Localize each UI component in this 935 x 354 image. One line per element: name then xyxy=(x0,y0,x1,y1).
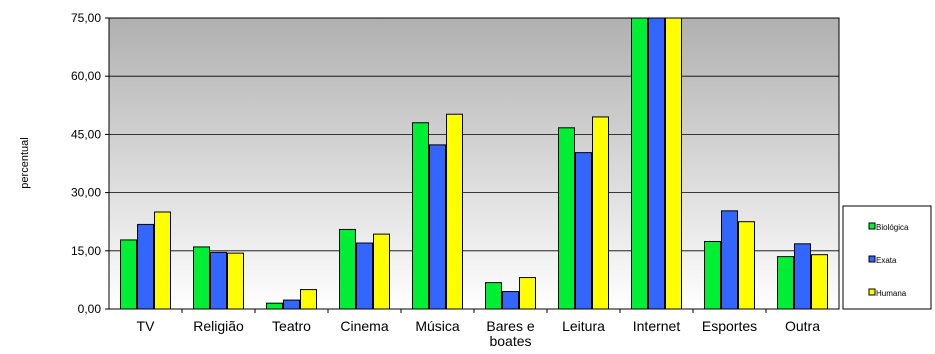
bar xyxy=(519,277,536,309)
bar xyxy=(811,254,828,309)
y-tick-label: 75,00 xyxy=(71,11,101,25)
bar xyxy=(412,122,429,309)
y-tick-label: 60,00 xyxy=(71,69,101,83)
x-tick-label: Teatro xyxy=(272,318,311,334)
x-tick-label: Esportes xyxy=(702,318,757,334)
bar xyxy=(704,240,721,309)
bar xyxy=(631,18,648,309)
bar xyxy=(648,18,665,309)
bar xyxy=(356,242,373,309)
x-tick-label: Leitura xyxy=(562,318,605,334)
bar xyxy=(193,246,210,309)
x-tick-label: Bares e boates xyxy=(486,318,534,349)
bar xyxy=(575,152,592,309)
x-tick-label: TV xyxy=(137,318,156,334)
bar xyxy=(210,251,227,309)
y-tick-label: 30,00 xyxy=(71,186,101,200)
legend-box xyxy=(842,205,932,310)
legend-label: Humana xyxy=(876,289,907,298)
x-tick-label: Internet xyxy=(633,318,681,334)
bar xyxy=(283,299,300,309)
bar xyxy=(266,302,283,309)
bar xyxy=(429,144,446,309)
legend-label: Exata xyxy=(876,256,897,265)
bar xyxy=(154,211,171,309)
y-tick-label: 15,00 xyxy=(71,244,101,258)
bar xyxy=(738,221,755,309)
bar xyxy=(227,252,244,309)
y-tick-label: 0,00 xyxy=(78,302,102,316)
bar xyxy=(120,239,137,309)
bar xyxy=(794,243,811,309)
bar xyxy=(137,223,154,309)
x-tick-label: Cinema xyxy=(340,318,388,334)
bar-series xyxy=(120,18,828,309)
bar xyxy=(502,291,519,309)
x-tick-label: Religião xyxy=(193,318,244,334)
legend-swatch xyxy=(868,255,876,263)
bar xyxy=(665,18,682,309)
bar xyxy=(446,113,463,309)
bar xyxy=(777,256,794,309)
x-axis: TV Religião Teatro Cinema Música Bares e boate… xyxy=(137,309,820,349)
legend-label: Biológica xyxy=(876,223,909,232)
bar xyxy=(339,228,356,309)
legend: Biológica Exata Humana xyxy=(842,205,932,310)
y-tick-label: 45,00 xyxy=(71,127,101,141)
x-tick-label: Música xyxy=(415,318,460,334)
bar xyxy=(592,116,609,309)
bar xyxy=(373,233,390,309)
legend-swatch xyxy=(868,222,876,230)
legend-swatch xyxy=(868,288,876,296)
bar xyxy=(300,289,317,309)
bar xyxy=(485,282,502,309)
x-tick-label: Outra xyxy=(785,318,820,334)
y-axis-title: percentual xyxy=(19,137,31,188)
y-axis: 0,00 15,00 30,00 45,00 60,00 75,00 xyxy=(71,11,109,316)
bar xyxy=(558,127,575,309)
bar xyxy=(721,210,738,309)
